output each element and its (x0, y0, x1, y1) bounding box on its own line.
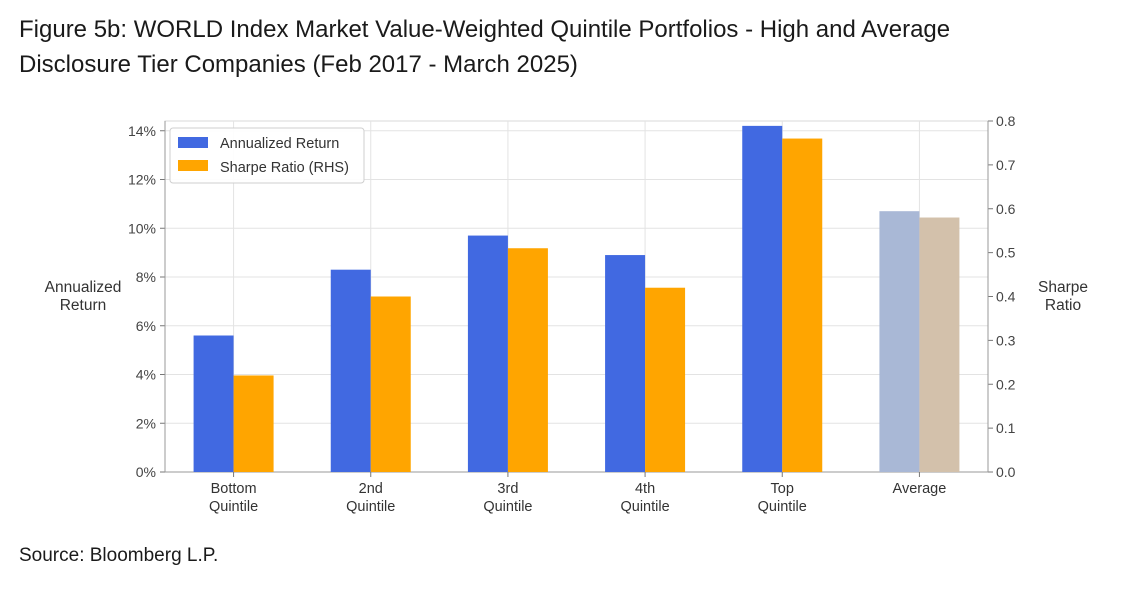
legend-swatch-annualized-return (178, 137, 208, 148)
tick-label-left: 4% (136, 367, 156, 383)
tick-label-right: 0.6 (996, 201, 1016, 217)
tick-label-left: 12% (128, 172, 156, 188)
bar-sharpe-ratio (507, 248, 548, 472)
bar-annualized-return (467, 235, 508, 472)
tick-label-right: 0.0 (996, 464, 1016, 480)
category-label: Average (893, 481, 947, 497)
tick-label-right: 0.7 (996, 157, 1016, 173)
legend-swatch-sharpe-ratio (178, 160, 208, 171)
bar-annualized-return (193, 335, 234, 472)
category-label: Top (771, 481, 794, 497)
legend-label-sharpe-ratio: Sharpe Ratio (RHS) (220, 160, 349, 176)
chart-title-line-2: Disclosure Tier Companies (Feb 2017 - Ma… (19, 51, 578, 78)
y-axis-label-right: Sharpe (1038, 279, 1088, 296)
tick-label-left: 0% (136, 464, 156, 480)
source-note: Source: Bloomberg L.P. (19, 545, 219, 566)
category-label: Bottom (211, 481, 257, 497)
tick-label-right: 0.4 (996, 289, 1016, 305)
tick-label-right: 0.8 (996, 113, 1016, 129)
category-label: Quintile (483, 499, 532, 515)
tick-label-left: 10% (128, 220, 156, 236)
legend-label-annualized-return: Annualized Return (220, 136, 339, 152)
category-label: Quintile (346, 499, 395, 515)
category-label: 2nd (359, 481, 383, 497)
tick-label-left: 2% (136, 415, 156, 431)
category-label: Quintile (620, 499, 669, 515)
tick-label-right: 0.5 (996, 245, 1016, 261)
y-axis-label-left: Annualized (45, 279, 122, 296)
bar-sharpe-ratio (919, 217, 960, 472)
tick-label-right: 0.2 (996, 376, 1016, 392)
bar-sharpe-ratio (370, 296, 411, 472)
category-label: 3rd (497, 481, 518, 497)
chart-title: Figure 5b: WORLD Index Market Value-Weig… (19, 12, 1099, 82)
bar-annualized-return (330, 269, 371, 472)
bar-annualized-return (742, 125, 783, 472)
tick-label-left: 14% (128, 123, 156, 139)
chart-title-line-1: Figure 5b: WORLD Index Market Value-Weig… (19, 16, 951, 43)
bar-sharpe-ratio (645, 287, 686, 472)
y-axis-label-left: Return (60, 297, 107, 314)
tick-label-left: 8% (136, 269, 156, 285)
tick-label-right: 0.3 (996, 332, 1016, 348)
legend-box (169, 127, 365, 184)
category-label: Quintile (209, 499, 258, 515)
bar-sharpe-ratio (782, 138, 823, 473)
bar-annualized-return (605, 255, 646, 472)
bar-sharpe-ratio (233, 375, 274, 472)
y-axis-label-right: Ratio (1045, 297, 1081, 314)
tick-label-right: 0.1 (996, 420, 1016, 436)
category-label: Quintile (758, 499, 807, 515)
category-label: 4th (635, 481, 655, 497)
tick-label-left: 6% (136, 318, 156, 334)
bar-annualized-return (879, 211, 920, 472)
